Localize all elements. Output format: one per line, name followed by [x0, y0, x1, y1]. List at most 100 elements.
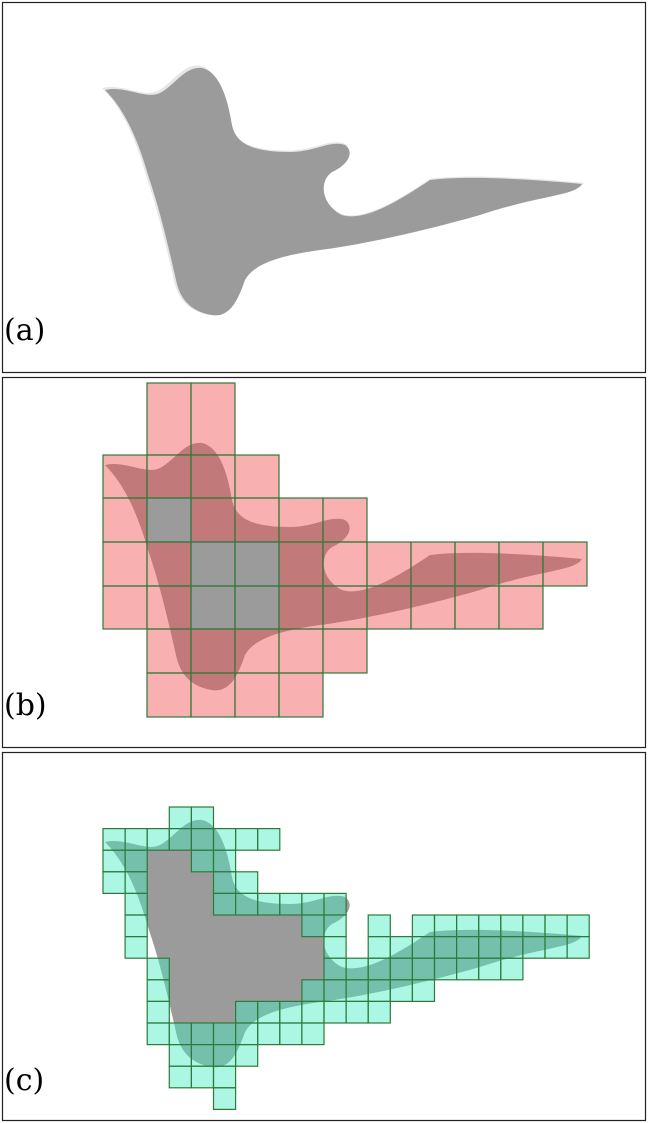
boundary-cell [147, 1023, 169, 1045]
boundary-cell [567, 915, 589, 937]
boundary-cell [103, 455, 147, 498]
boundary-cell [302, 1023, 324, 1045]
boundary-cell [479, 958, 501, 980]
boundary-cell [214, 829, 236, 851]
boundary-cell [191, 1045, 213, 1067]
boundary-cell [258, 893, 280, 915]
boundary-cell [147, 1001, 169, 1023]
panel-c: (c) [3, 753, 646, 1121]
boundary-cell [191, 1066, 213, 1088]
boundary-cell [103, 850, 125, 872]
figure: (a) (b) (c) [0, 0, 648, 1123]
boundary-cell [147, 980, 169, 1002]
page: (a) (b) (c) (() => { const data = JSON.p… [0, 0, 648, 1123]
boundary-cell [236, 872, 258, 894]
boundary-cell [567, 937, 589, 959]
boundary-cell [412, 937, 434, 959]
boundary-cell [191, 807, 213, 829]
boundary-cell [545, 915, 567, 937]
boundary-cell [191, 829, 213, 851]
boundary-cell [501, 958, 523, 980]
boundary-cell [324, 1001, 346, 1023]
boundary-cell [125, 829, 147, 851]
boundary-cell [346, 958, 368, 980]
boundary-cell [236, 829, 258, 851]
boundary-cell [279, 586, 323, 629]
boundary-cell [368, 958, 390, 980]
boundary-cell [191, 850, 213, 872]
boundary-cell [435, 958, 457, 980]
boundary-cell [455, 542, 499, 586]
boundary-cell [258, 1023, 280, 1045]
boundary-cell [125, 937, 147, 959]
boundary-cell [147, 542, 191, 586]
boundary-cell [499, 542, 543, 586]
boundary-cell [302, 1001, 324, 1023]
boundary-cell [214, 1023, 236, 1045]
boundary-cell [411, 542, 455, 586]
boundary-cell [323, 629, 367, 673]
boundary-cell [479, 915, 501, 937]
boundary-cell [324, 958, 346, 980]
boundary-cell [323, 586, 367, 629]
boundary-cell [125, 915, 147, 937]
boundary-cell [367, 542, 411, 586]
boundary-cell [169, 829, 191, 851]
boundary-cell [236, 1001, 258, 1023]
boundary-cell [390, 958, 412, 980]
boundary-cell [346, 1001, 368, 1023]
boundary-cell [214, 1088, 236, 1110]
boundary-cell [103, 872, 125, 894]
panel-b: (b) [3, 378, 646, 748]
boundary-cell [191, 498, 235, 542]
boundary-cell [390, 980, 412, 1002]
panel-label: (b) [4, 688, 47, 723]
boundary-cell [435, 937, 457, 959]
boundary-cell [235, 673, 279, 717]
boundary-cell [147, 829, 169, 851]
boundary-cell [501, 915, 523, 937]
boundary-cell [147, 383, 191, 455]
boundary-cell [169, 807, 191, 829]
boundary-cell [147, 958, 169, 980]
boundary-cell [214, 872, 236, 894]
boundary-cell [279, 542, 323, 586]
boundary-cell [499, 586, 543, 629]
boundary-cell [523, 915, 545, 937]
boundary-cell [125, 850, 147, 872]
boundary-cell [279, 629, 323, 673]
boundary-cell [368, 980, 390, 1002]
boundary-cell [103, 542, 147, 586]
boundary-cell [368, 1001, 390, 1023]
boundary-cell [214, 850, 236, 872]
boundary-cell [236, 893, 258, 915]
boundary-cell [479, 937, 501, 959]
boundary-cell [280, 893, 302, 915]
boundary-cell [258, 829, 280, 851]
boundary-cell [147, 673, 191, 717]
panel-label: (c) [4, 1063, 44, 1098]
boundary-cell [435, 915, 457, 937]
boundary-cell [543, 542, 587, 586]
boundary-cell [235, 455, 279, 498]
boundary-cell [346, 980, 368, 1002]
boundary-cell [235, 498, 279, 542]
boundary-cell [368, 915, 390, 937]
boundary-cell [324, 893, 346, 915]
boundary-cell [545, 937, 567, 959]
boundary-cell [523, 937, 545, 959]
boundary-cell [323, 498, 367, 542]
boundary-cell [390, 937, 412, 959]
panel-label: (a) [4, 313, 45, 348]
boundary-cell [191, 455, 235, 498]
boundary-cell [302, 915, 324, 937]
boundary-cell [258, 1001, 280, 1023]
boundary-cell [169, 1066, 191, 1088]
panel-a: (a) [3, 3, 646, 373]
boundary-cell [103, 586, 147, 629]
boundary-cell [368, 937, 390, 959]
boundary-cell [280, 1001, 302, 1023]
boundary-cell [103, 498, 147, 542]
boundary-cell [324, 937, 346, 959]
boundary-cell [214, 1066, 236, 1088]
